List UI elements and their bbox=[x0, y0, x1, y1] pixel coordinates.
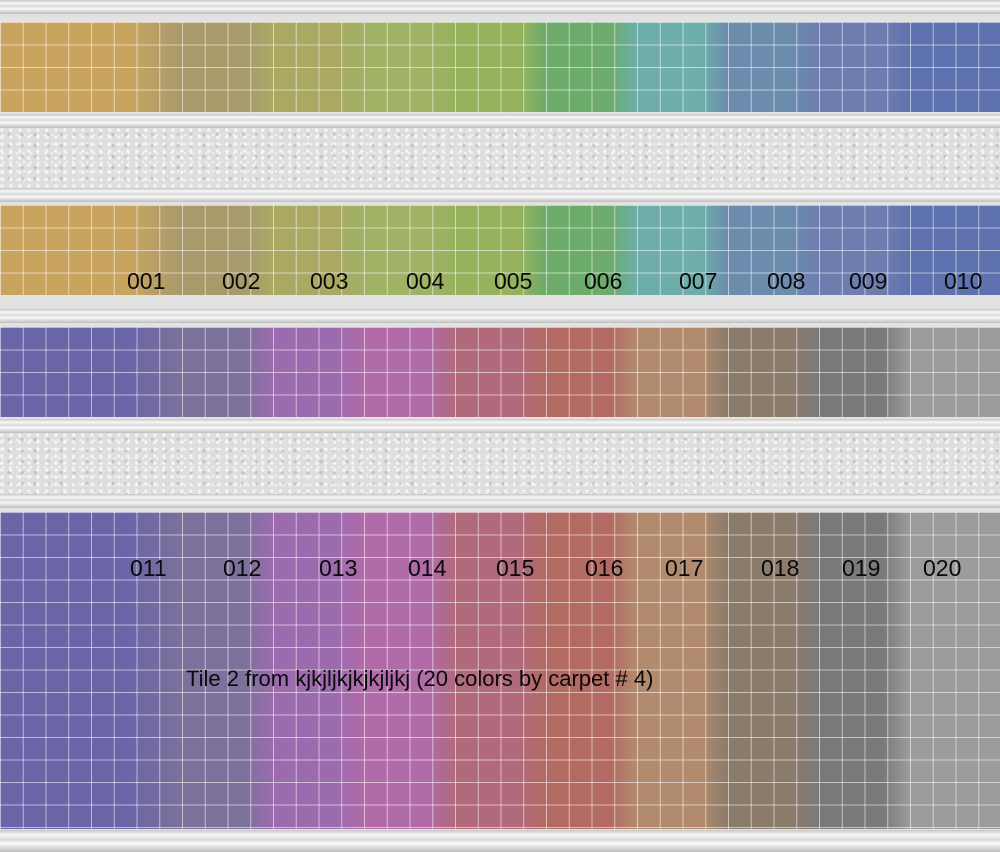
color-swatch bbox=[364, 512, 455, 829]
swatch-band-row2-top bbox=[0, 327, 1000, 417]
color-label: 011 bbox=[130, 555, 167, 581]
swatch-band-row1-labeled bbox=[0, 205, 1000, 295]
color-swatch bbox=[728, 512, 819, 829]
color-swatch bbox=[455, 327, 546, 417]
color-swatch bbox=[182, 512, 273, 829]
color-swatch bbox=[819, 327, 910, 417]
color-label: 014 bbox=[408, 555, 447, 581]
trim-divider bbox=[0, 419, 1000, 433]
color-label: 019 bbox=[842, 555, 881, 581]
color-swatch bbox=[364, 327, 455, 417]
color-swatch bbox=[273, 512, 364, 829]
color-swatch bbox=[455, 22, 546, 112]
color-swatch bbox=[0, 327, 182, 417]
stone-panel bbox=[0, 128, 1000, 190]
color-swatch bbox=[819, 205, 910, 295]
color-swatch bbox=[910, 205, 1000, 295]
color-swatch bbox=[728, 22, 819, 112]
color-swatch bbox=[637, 512, 728, 829]
color-swatch bbox=[455, 205, 546, 295]
color-label: 012 bbox=[223, 555, 262, 581]
color-swatch bbox=[910, 512, 1000, 829]
color-swatch bbox=[546, 327, 637, 417]
stone-panel bbox=[0, 433, 1000, 495]
color-swatch bbox=[819, 22, 910, 112]
color-label: 001 bbox=[127, 268, 166, 294]
color-swatch bbox=[637, 327, 728, 417]
color-label: 016 bbox=[585, 555, 624, 581]
color-swatch bbox=[546, 205, 637, 295]
color-swatch bbox=[819, 512, 910, 829]
color-label: 015 bbox=[496, 555, 535, 581]
color-swatch bbox=[728, 327, 819, 417]
color-swatch bbox=[364, 205, 455, 295]
color-label: 007 bbox=[679, 268, 718, 294]
color-swatch bbox=[910, 327, 1000, 417]
trim-divider bbox=[0, 188, 1000, 202]
color-swatch bbox=[0, 22, 182, 112]
color-swatch bbox=[910, 22, 1000, 112]
color-swatch bbox=[546, 512, 637, 829]
color-swatch bbox=[455, 512, 546, 829]
color-label: 002 bbox=[222, 268, 261, 294]
color-label: 003 bbox=[310, 268, 349, 294]
top-trim bbox=[0, 0, 1000, 14]
color-swatch bbox=[182, 205, 273, 295]
color-label: 017 bbox=[665, 555, 704, 581]
color-swatch bbox=[637, 22, 728, 112]
color-swatch bbox=[273, 205, 364, 295]
trim-divider bbox=[0, 114, 1000, 128]
color-label: 009 bbox=[849, 268, 888, 294]
color-swatch bbox=[637, 205, 728, 295]
color-label: 005 bbox=[494, 268, 533, 294]
trim-divider bbox=[0, 494, 1000, 508]
color-label: 008 bbox=[767, 268, 806, 294]
color-swatch bbox=[728, 205, 819, 295]
color-swatch bbox=[182, 327, 273, 417]
color-swatch bbox=[0, 512, 182, 829]
trim-divider bbox=[0, 309, 1000, 323]
color-swatch bbox=[0, 205, 182, 295]
color-label: 006 bbox=[584, 268, 623, 294]
color-label: 004 bbox=[406, 268, 445, 294]
color-swatch bbox=[273, 22, 364, 112]
color-swatch bbox=[182, 22, 273, 112]
color-swatch bbox=[546, 22, 637, 112]
color-label: 018 bbox=[761, 555, 800, 581]
color-label: 010 bbox=[944, 268, 983, 294]
color-swatch bbox=[273, 327, 364, 417]
swatch-band-row2-labeled bbox=[0, 512, 1000, 829]
caption: Tile 2 from kjkjljkjkjkjljkj (20 colors … bbox=[186, 666, 654, 691]
color-label: 020 bbox=[923, 555, 962, 581]
color-swatch bbox=[364, 22, 455, 112]
color-label: 013 bbox=[319, 555, 358, 581]
swatch-band-row1-top bbox=[0, 22, 1000, 112]
bottom-trim bbox=[0, 830, 1000, 852]
